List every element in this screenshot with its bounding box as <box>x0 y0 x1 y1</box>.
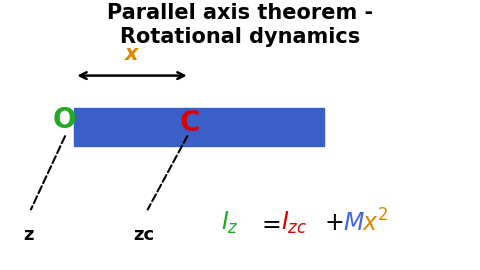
Text: $\mathit{M}$: $\mathit{M}$ <box>343 211 365 235</box>
Bar <box>74 108 324 146</box>
Text: zc: zc <box>133 226 155 244</box>
Text: $\mathit{x}^2$: $\mathit{x}^2$ <box>362 209 389 236</box>
Text: x: x <box>125 44 139 64</box>
Text: $+$: $+$ <box>324 211 343 235</box>
Text: $=$: $=$ <box>257 211 281 235</box>
Text: O: O <box>53 106 76 134</box>
Text: C: C <box>180 109 200 137</box>
Text: Parallel axis theorem -
Rotational dynamics: Parallel axis theorem - Rotational dynam… <box>107 3 373 47</box>
Text: z: z <box>24 226 34 244</box>
Text: $\mathit{I}_{zc}$: $\mathit{I}_{zc}$ <box>281 210 307 236</box>
Text: $\mathit{I}_z$: $\mathit{I}_z$ <box>221 210 239 236</box>
